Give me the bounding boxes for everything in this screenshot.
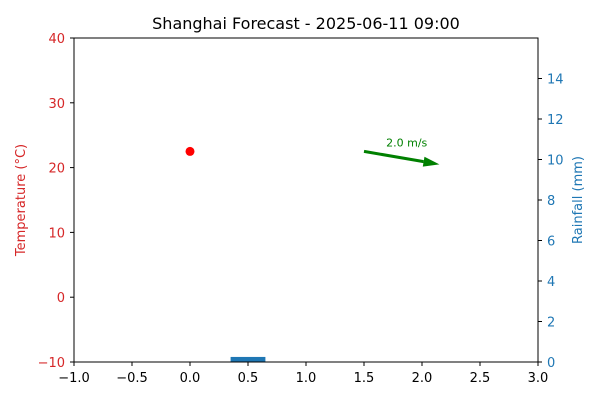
y-right-tick-label: 6 <box>547 235 555 250</box>
plot-area: 2.0 m/s <box>185 136 440 362</box>
y-right-tick-label: 0 <box>547 356 555 371</box>
y-left-tick-label: 20 <box>48 162 65 177</box>
y-right-tick-label: 2 <box>547 316 555 331</box>
axes: −1.0 −0.5 0.0 0.5 1.0 1.5 2.0 2.5 3.0−1001020304… <box>38 32 564 386</box>
chart-title: Shanghai Forecast - 2025-06-11 09:00 <box>152 14 460 33</box>
x-tick-label: 0.5 <box>238 371 259 386</box>
y-right-tick-label: 12 <box>547 113 564 128</box>
y-left-tick-label: −10 <box>38 356 65 371</box>
y-right-tick-label: 14 <box>547 73 564 88</box>
y-right-tick-label: 4 <box>547 275 555 290</box>
y-left-tick-label: 40 <box>48 32 65 47</box>
x-tick-label: 1.0 <box>296 371 317 386</box>
x-tick-label: −1.0 <box>58 371 90 386</box>
y-axis-right-label: Rainfall (mm) <box>571 156 586 244</box>
y-right-tick-label: 10 <box>547 154 564 169</box>
plot-frame <box>73 37 539 363</box>
x-tick-label: 2.0 <box>412 371 433 386</box>
y-left-tick-label: 0 <box>57 291 65 306</box>
y-axis-left-label: Temperature (°C) <box>14 144 29 257</box>
wind-arrow-head <box>422 156 440 167</box>
x-tick-label: 0.0 <box>180 371 201 386</box>
rainfall-bar <box>230 356 266 362</box>
x-tick-label: 1.5 <box>354 371 375 386</box>
temperature-point <box>185 146 195 156</box>
wind-speed-label: 2.0 m/s <box>386 136 427 149</box>
x-tick-label: −0.5 <box>116 371 148 386</box>
x-tick-label: 3.0 <box>528 371 549 386</box>
x-tick-label: 2.5 <box>470 371 491 386</box>
wind-arrow-shaft <box>363 149 424 164</box>
y-right-tick-label: 8 <box>547 194 555 209</box>
y-left-tick-label: 30 <box>48 97 65 112</box>
y-left-tick-label: 10 <box>48 226 65 241</box>
